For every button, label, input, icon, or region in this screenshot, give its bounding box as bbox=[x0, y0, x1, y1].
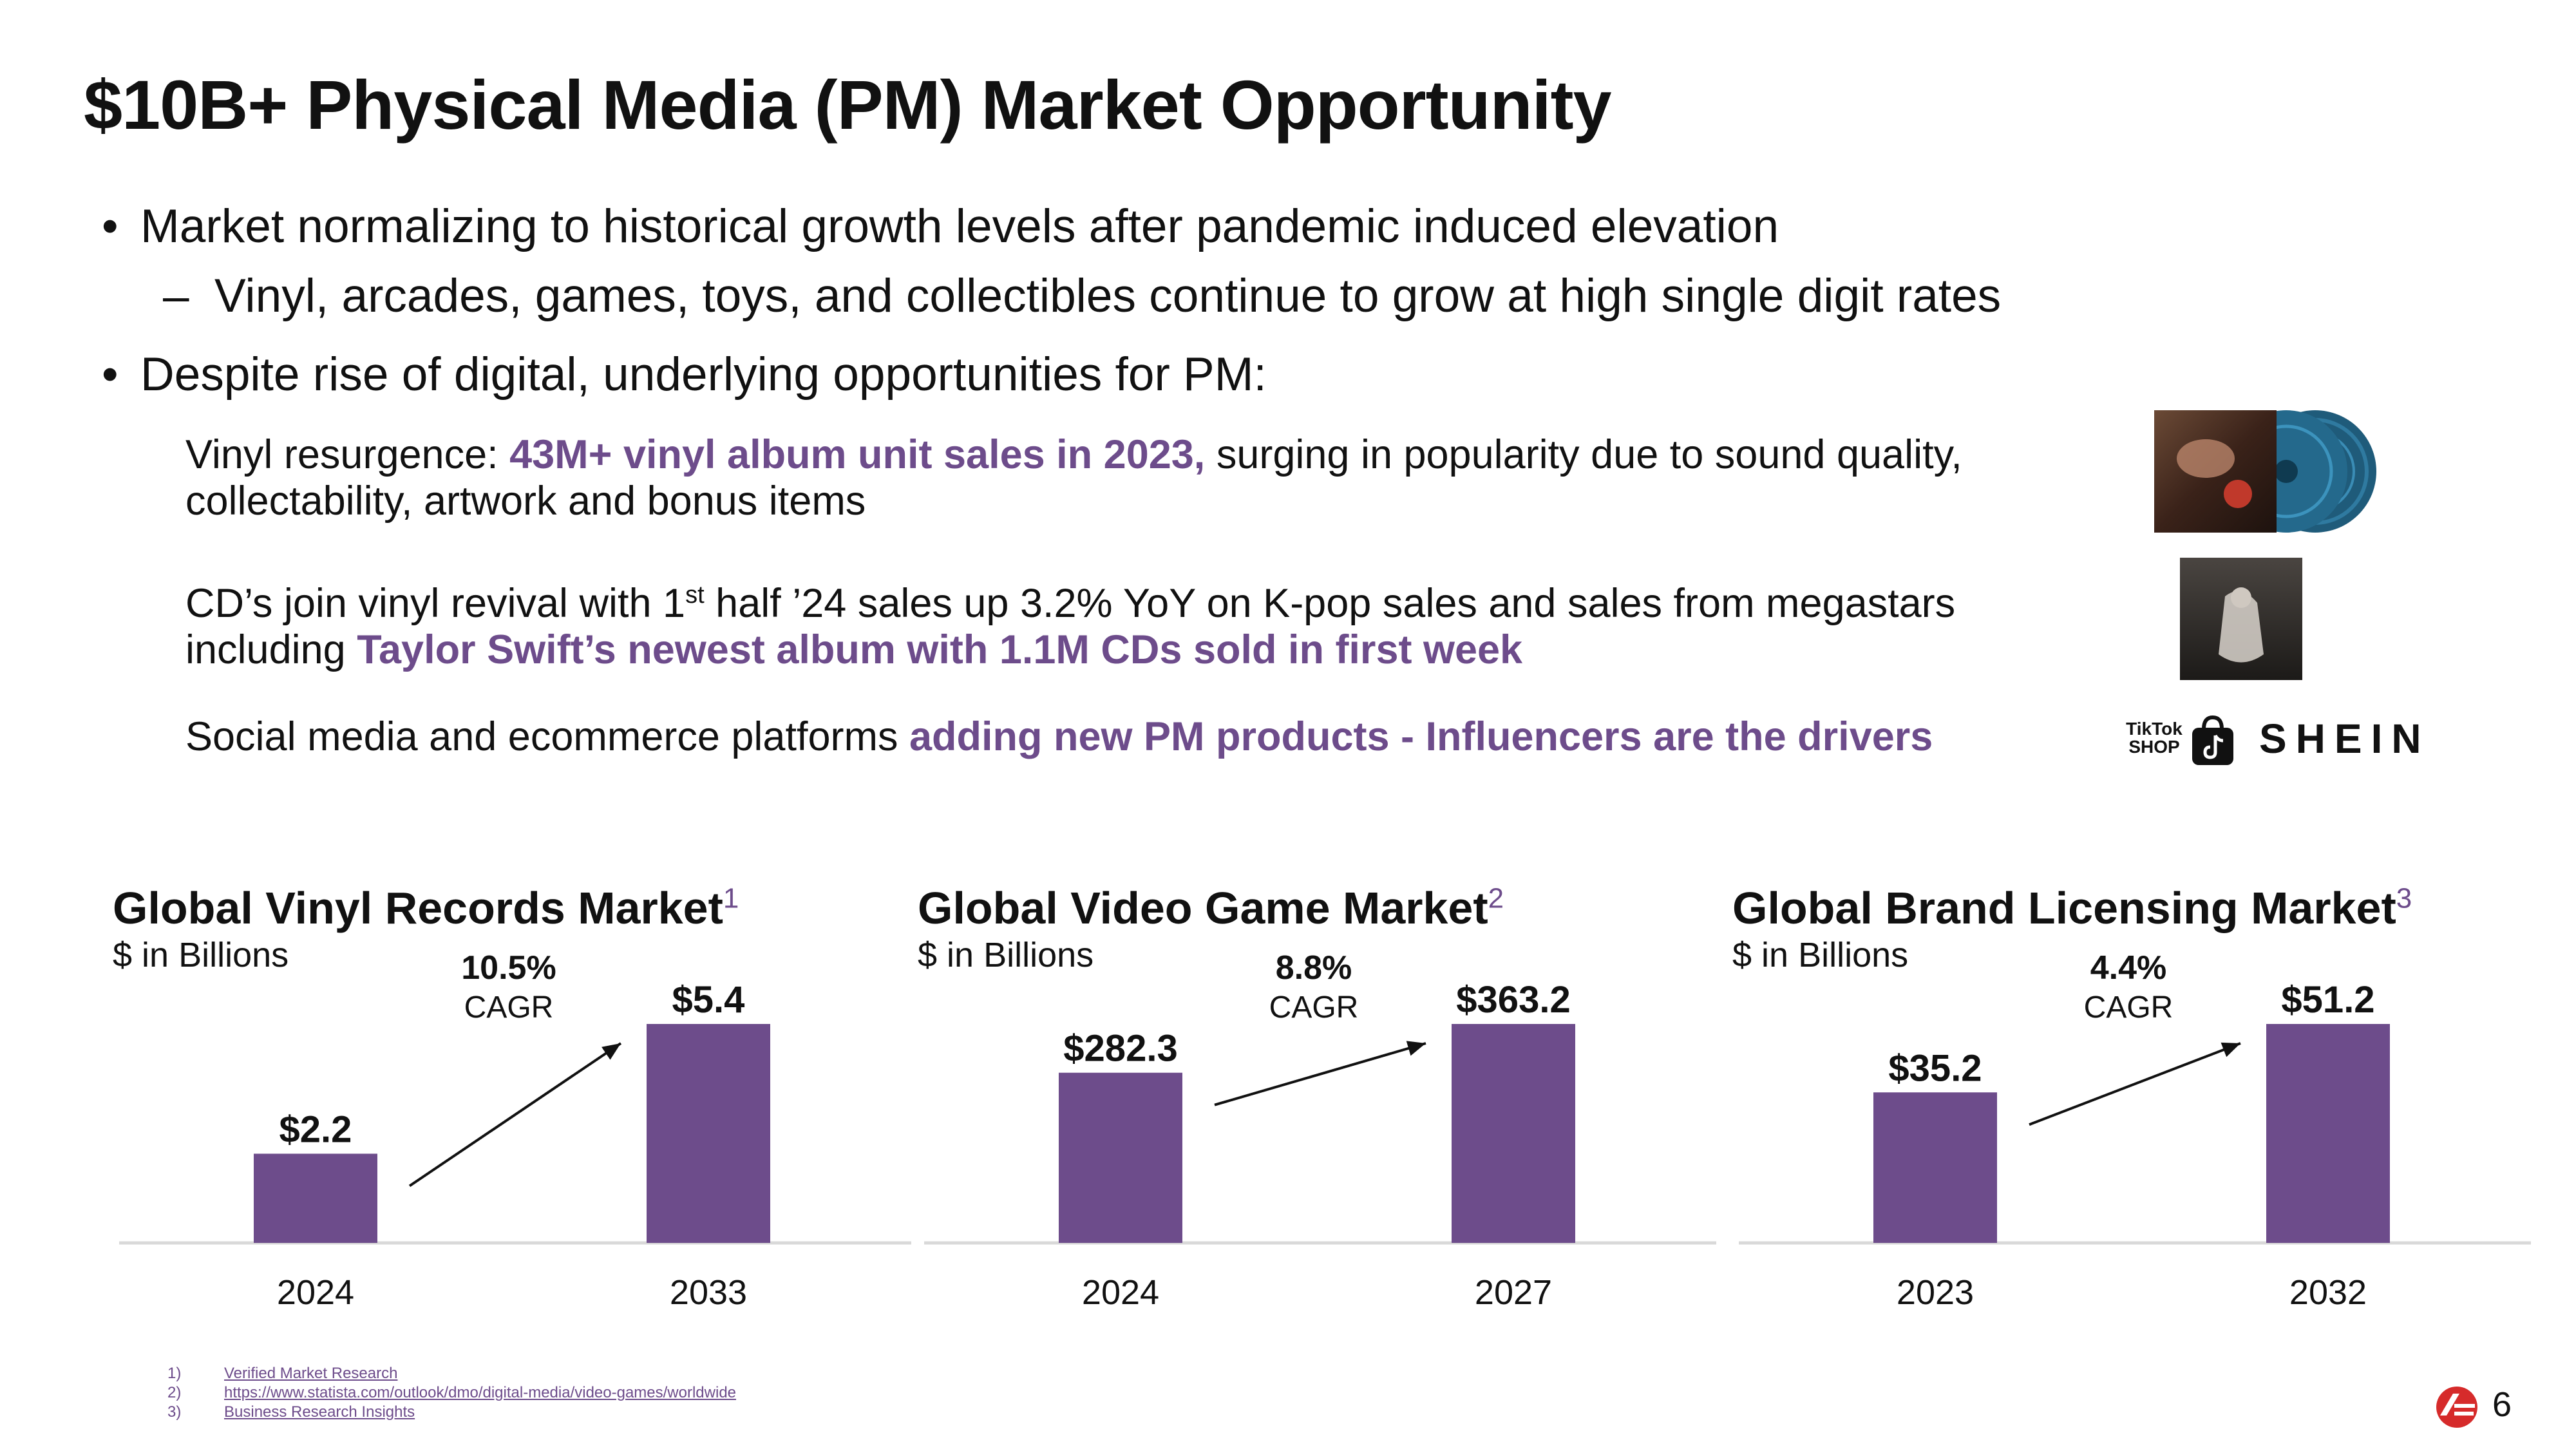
footnote-3-num: 3) bbox=[167, 1403, 182, 1421]
bullet-marker: • bbox=[102, 200, 118, 252]
tick-label-2027: 2027 bbox=[1475, 1273, 1552, 1312]
paragraph-vinyl-rest: surging in popularity due to sound quali… bbox=[185, 432, 1962, 524]
footnote-1: 1) Verified Market Research bbox=[167, 1364, 736, 1383]
chart-2-video-game: $282.3 2024 $363.2 2027 8.8%CAGR bbox=[924, 949, 1716, 1312]
footnote-1-num: 1) bbox=[167, 1365, 182, 1382]
chart-3-title: Global Brand Licensing Market3 bbox=[1732, 882, 2412, 934]
tiktok-logo-line1: TikTok bbox=[2126, 719, 2183, 739]
paragraph-cd-mid: half ’24 sales up 3.2% YoY on K-pop sale… bbox=[185, 581, 1956, 672]
paragraph-vinyl-highlight: 43M+ vinyl album unit sales in 2023, bbox=[509, 432, 1206, 477]
company-logo-icon bbox=[2436, 1387, 2477, 1428]
shein-logo: SHEIN bbox=[2259, 715, 2430, 762]
cagr-label: CAGR bbox=[1269, 990, 1359, 1025]
cagr-label: CAGR bbox=[2084, 990, 2174, 1025]
footnote-2-num: 2) bbox=[167, 1384, 182, 1401]
data-label-2027: $363.2 bbox=[1456, 979, 1570, 1021]
chart-1-subtitle: $ in Billions bbox=[113, 936, 289, 974]
chart-2-title-text: Global Video Game Market bbox=[918, 883, 1488, 933]
chart-1-title-text: Global Vinyl Records Market bbox=[113, 883, 723, 933]
chart-3-brand-licensing: $35.2 2023 $51.2 2032 4.4%CAGR bbox=[1739, 949, 2531, 1312]
data-label-2024: $2.2 bbox=[279, 1108, 352, 1150]
footnote-3-link[interactable]: Business Research Insights bbox=[224, 1403, 415, 1421]
footnote-2: 2) https://www.statista.com/outlook/dmo/d… bbox=[167, 1383, 736, 1403]
taylor-swift-album-image bbox=[2180, 558, 2302, 680]
cagr-value: 10.5% bbox=[461, 949, 556, 987]
data-label-2023: $35.2 bbox=[1888, 1047, 1982, 1089]
bullet-2-text: Despite rise of digital, underlying oppo… bbox=[140, 348, 1267, 401]
bar-2027 bbox=[1452, 1024, 1575, 1243]
cagr-arrow-head bbox=[601, 1043, 621, 1060]
footnote-1-link[interactable]: Verified Market Research bbox=[224, 1365, 398, 1382]
vinyl-album-image bbox=[2154, 410, 2376, 533]
cagr-value: 4.4% bbox=[2090, 949, 2167, 987]
paragraph-vinyl: Vinyl resurgence: 43M+ vinyl album unit … bbox=[185, 431, 2066, 524]
cagr-arrow-line bbox=[2029, 1042, 2241, 1126]
chart-2-footnote-ref: 2 bbox=[1488, 882, 1504, 914]
bullet-1-sub-text: Vinyl, arcades, games, toys, and collect… bbox=[214, 270, 2002, 322]
chart-3-subtitle: $ in Billions bbox=[1732, 936, 1909, 974]
paragraph-cd-sup: st bbox=[685, 582, 705, 609]
paragraph-cd-lead: CD’s join vinyl revival with 1 bbox=[185, 581, 686, 626]
footnote-3: 3) Business Research Insights bbox=[167, 1403, 736, 1422]
chart-3-footnote-ref: 3 bbox=[2396, 882, 2412, 914]
paragraph-cd: CD’s join vinyl revival with 1st half ’2… bbox=[185, 572, 2066, 673]
bar-2024 bbox=[1059, 1072, 1182, 1243]
paragraph-cd-highlight: Taylor Swift’s newest album with 1.1M CD… bbox=[357, 627, 1523, 672]
paragraph-vinyl-lead: Vinyl resurgence: bbox=[185, 432, 510, 477]
tiktok-logo-line2: SHOP bbox=[2128, 737, 2180, 757]
bullet-2: • Despite rise of digital, underlying op… bbox=[102, 348, 1267, 401]
bullet-1: • Market normalizing to historical growt… bbox=[102, 200, 1779, 253]
data-label-2032: $51.2 bbox=[2281, 979, 2374, 1021]
chart-2-title: Global Video Game Market2 bbox=[918, 882, 1504, 934]
bullet-1-sub: – Vinyl, arcades, games, toys, and colle… bbox=[163, 269, 2002, 323]
tick-label-2033: 2033 bbox=[670, 1273, 747, 1312]
paragraph-social: Social media and ecommerce platforms add… bbox=[185, 714, 2117, 760]
chart-2-subtitle: $ in Billions bbox=[918, 936, 1094, 974]
chart-1-footnote-ref: 1 bbox=[723, 882, 739, 914]
tick-label-2023: 2023 bbox=[1897, 1273, 1974, 1312]
data-label-2024: $282.3 bbox=[1063, 1028, 1177, 1070]
tick-label-2024: 2024 bbox=[277, 1273, 354, 1312]
footnote-2-link[interactable]: https://www.statista.com/outlook/dmo/dig… bbox=[224, 1384, 737, 1401]
cagr-value: 8.8% bbox=[1276, 949, 1352, 987]
cagr-arrow-head bbox=[2221, 1042, 2240, 1057]
cagr-label: CAGR bbox=[464, 990, 554, 1025]
bar-2032 bbox=[2266, 1024, 2390, 1243]
chart-3-title-text: Global Brand Licensing Market bbox=[1732, 883, 2396, 933]
page-number: 6 bbox=[2492, 1385, 2512, 1424]
tiktok-shop-logo: TikTok SHOP bbox=[2119, 720, 2190, 756]
tiktok-bag-icon bbox=[2192, 715, 2233, 765]
chart-1-title: Global Vinyl Records Market1 bbox=[113, 882, 739, 934]
cagr-arrow-line bbox=[1214, 1042, 1426, 1106]
paragraph-social-lead: Social media and ecommerce platforms bbox=[185, 714, 909, 759]
bar-2024 bbox=[254, 1153, 377, 1243]
bullet-1-text: Market normalizing to historical growth … bbox=[140, 200, 1779, 252]
page-title: $10B+ Physical Media (PM) Market Opportu… bbox=[84, 66, 1612, 144]
bar-2023 bbox=[1873, 1092, 1997, 1243]
bullet-marker: • bbox=[102, 348, 118, 401]
cagr-arrow-head bbox=[1406, 1041, 1426, 1056]
sub-bullet-marker: – bbox=[163, 270, 189, 322]
data-label-2033: $5.4 bbox=[672, 979, 745, 1021]
paragraph-social-highlight: adding new PM products - Influencers are… bbox=[909, 714, 1933, 759]
tick-label-2032: 2032 bbox=[2289, 1273, 2367, 1312]
cagr-arrow-line bbox=[408, 1042, 622, 1188]
chart-1-vinyl-records: $2.2 2024 $5.4 2033 10.5%CAGR bbox=[119, 949, 911, 1312]
footnotes: 1) Verified Market Research 2) https://www… bbox=[167, 1364, 736, 1422]
tick-label-2024: 2024 bbox=[1082, 1273, 1159, 1312]
bar-2033 bbox=[647, 1024, 770, 1243]
